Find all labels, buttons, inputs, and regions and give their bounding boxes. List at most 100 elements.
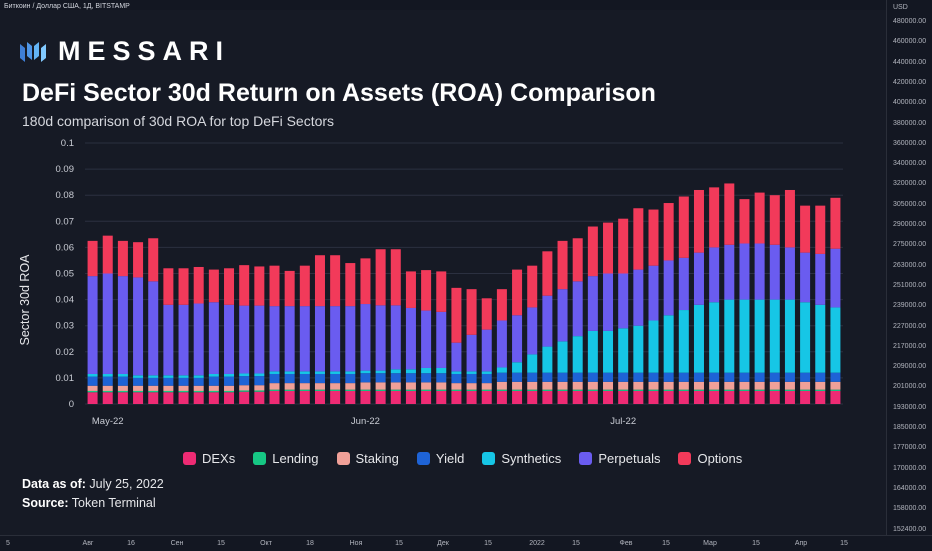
tv-price-label: 320000.00 [893,180,927,188]
tv-price-axis[interactable]: USD 480000.00 460000.00 440000.00 420000.00… [886,0,932,535]
bar-segment [451,373,462,384]
bar-segment [724,389,735,391]
bar-segment [678,196,689,258]
bar-segment [754,389,765,391]
bar-segment [542,251,553,296]
bar-segment [466,390,477,404]
bar-segment [633,390,644,404]
y-tick-label: 0 [69,399,74,410]
tv-price-label: 275000.00 [893,241,927,249]
legend-swatch [336,452,350,465]
bar-segment [208,302,219,374]
bar-segment [663,390,674,404]
bar-segment [299,265,310,307]
bar-segment [178,385,189,391]
bar-segment [678,257,689,311]
bar-segment [527,307,538,355]
bar-segment [618,372,629,382]
bar-segment [663,389,674,391]
bar-segment [663,260,674,316]
bar-segment [436,311,447,368]
tv-price-label: 201000.00 [893,383,927,391]
bar-segment [405,369,416,374]
bar-segment [830,197,841,249]
bar-segment [148,392,159,404]
bar-segment [587,276,598,331]
tv-price-label: 170000.00 [893,464,927,472]
bar-segment [815,205,826,254]
bar-segment [284,270,295,307]
bar-segment [557,389,568,391]
tv-price-label: 460000.00 [893,38,927,46]
bar-segment [754,243,765,300]
bar-segment [87,376,98,386]
bar-segment [117,376,128,386]
bar-segment [178,377,189,386]
bar-segment [693,389,704,391]
bar-segment [451,389,462,391]
bar-segment [724,372,735,382]
bar-segment [451,390,462,404]
bar-segment [587,372,598,382]
bar-segment [239,373,250,377]
bar-segment [739,381,750,390]
bar-segment [163,390,174,393]
tv-currency-label: USD [893,4,908,11]
bar-segment [709,390,720,404]
bar-segment [709,187,720,248]
legend-item: Synthetics [482,451,561,466]
bar-segment [769,372,780,382]
y-tick-label: 0.02 [56,347,75,358]
bar-segment [193,375,204,378]
tv-price-label: 209000.00 [893,363,927,371]
bar-segment [663,315,674,373]
tv-price-label: 193000.00 [893,403,927,411]
bar-segment [208,385,219,391]
tv-price-label: 185000.00 [893,424,927,431]
bar-segment [254,305,265,374]
bar-segment [815,390,826,404]
bar-segment [800,205,811,253]
tv-time-axis[interactable]: 5 Авг 16 Сен 15 Окт 18 Ноя 15 Дек 15 2022 15 Фев 15 Мар… [0,535,932,551]
bar-segment [375,390,386,404]
bar-segment [254,373,265,377]
bar-segment [739,299,750,373]
bar-segment [648,372,659,382]
bar-segment [87,390,98,393]
x-tick-label: Jun-22 [351,416,380,427]
bar-segment [603,389,614,391]
bar-segment [269,306,280,372]
bar-segment [360,370,371,374]
bar-segment [512,389,523,391]
bar-segment [208,392,219,404]
bar-segment [405,389,416,391]
bar-segment [163,377,174,386]
bar-segment [603,330,614,373]
y-tick-label: 0.08 [56,190,75,201]
bar-segment [163,375,174,378]
bar-segment [693,304,704,373]
bar-segment [436,382,447,390]
y-tick-label: 0.05 [56,269,75,280]
bar-segment [527,354,538,373]
bar-segment [754,299,765,373]
tv-price-label: 440000.00 [893,58,927,66]
tv-time-label: Ноя [349,540,363,547]
tv-price-label: 239000.00 [893,302,927,310]
bar-segment [693,372,704,382]
bar-segment [815,372,826,382]
bar-segment [193,392,204,404]
bar-segment [239,265,250,306]
bar-segment [800,372,811,382]
data-as-of: Data as of: July 25, 2022 [22,477,164,491]
bar-segment [148,375,159,378]
bar-segment [663,381,674,390]
bar-segment [618,381,629,390]
legend-item: Yield [416,451,464,466]
tv-time-label: 15 [395,540,403,547]
bar-segment [512,372,523,382]
bar-segment [830,381,841,390]
bar-segment [208,269,219,303]
bar-segment [390,369,401,374]
bar-segment [239,305,250,374]
